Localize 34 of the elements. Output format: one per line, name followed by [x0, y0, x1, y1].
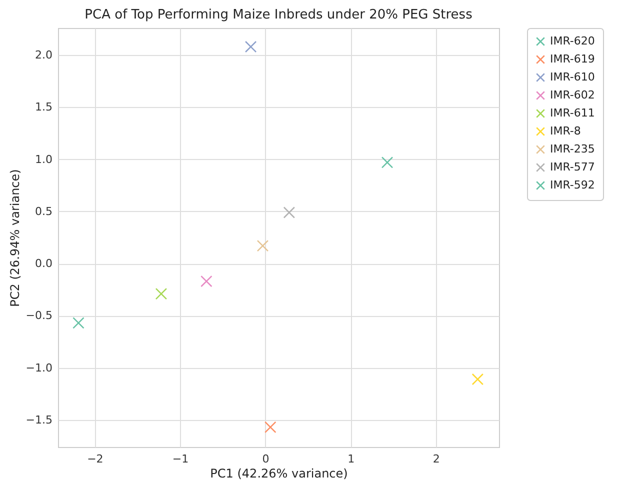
y-tick-label: 2.0: [35, 48, 52, 62]
x-tick-label: −1: [172, 452, 189, 466]
y-tick-label: 0.5: [35, 204, 52, 218]
y-tick-label: −1.5: [26, 413, 52, 426]
legend-label: IMR-602: [550, 88, 595, 102]
y-tick-label: −0.5: [26, 309, 52, 322]
x-tick-label: 0: [262, 452, 270, 466]
point: [283, 206, 296, 218]
y-tick-label: 1.5: [35, 100, 52, 114]
point: [264, 421, 276, 434]
y-tick-label: −1.0: [26, 361, 52, 374]
legend-label: IMR-592: [550, 178, 595, 192]
legend-label: IMR-235: [550, 142, 595, 156]
legend-label: IMR-8: [550, 124, 581, 138]
x-tick-label: −2: [87, 452, 104, 466]
y-tick-label: 1.0: [35, 152, 52, 166]
chart-title: PCA of Top Performing Maize Inbreds under 20% PEG Stress: [84, 8, 473, 22]
y-axis-title: PC2 (26.94% variance): [8, 169, 22, 307]
point: [155, 288, 168, 300]
legend-label: IMR-620: [550, 34, 595, 48]
x-axis-title: PC1 (42.26% variance): [210, 466, 348, 480]
point: [256, 240, 269, 252]
legend-label: IMR-619: [550, 52, 595, 66]
legend-label: IMR-577: [550, 160, 595, 174]
point: [244, 40, 257, 53]
point: [72, 317, 84, 329]
legend-label: IMR-610: [550, 70, 595, 84]
point: [472, 373, 484, 386]
x-tick-label: 1: [348, 452, 355, 466]
point: [381, 156, 394, 168]
point: [200, 275, 212, 288]
x-tick-label: 2: [432, 452, 440, 466]
legend-label: IMR-611: [550, 106, 595, 120]
y-tick-label: 0.0: [35, 257, 52, 270]
